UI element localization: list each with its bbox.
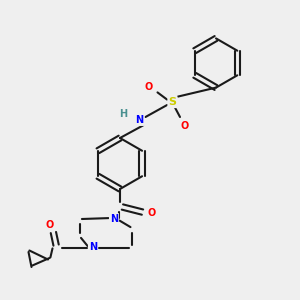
Text: O: O [144,82,153,92]
Text: S: S [169,97,176,107]
Text: O: O [180,121,189,131]
Text: N: N [110,214,118,224]
Text: O: O [45,220,54,230]
Text: H: H [119,109,127,119]
Text: N: N [135,115,144,125]
Text: O: O [147,208,156,218]
Text: N: N [89,242,97,253]
